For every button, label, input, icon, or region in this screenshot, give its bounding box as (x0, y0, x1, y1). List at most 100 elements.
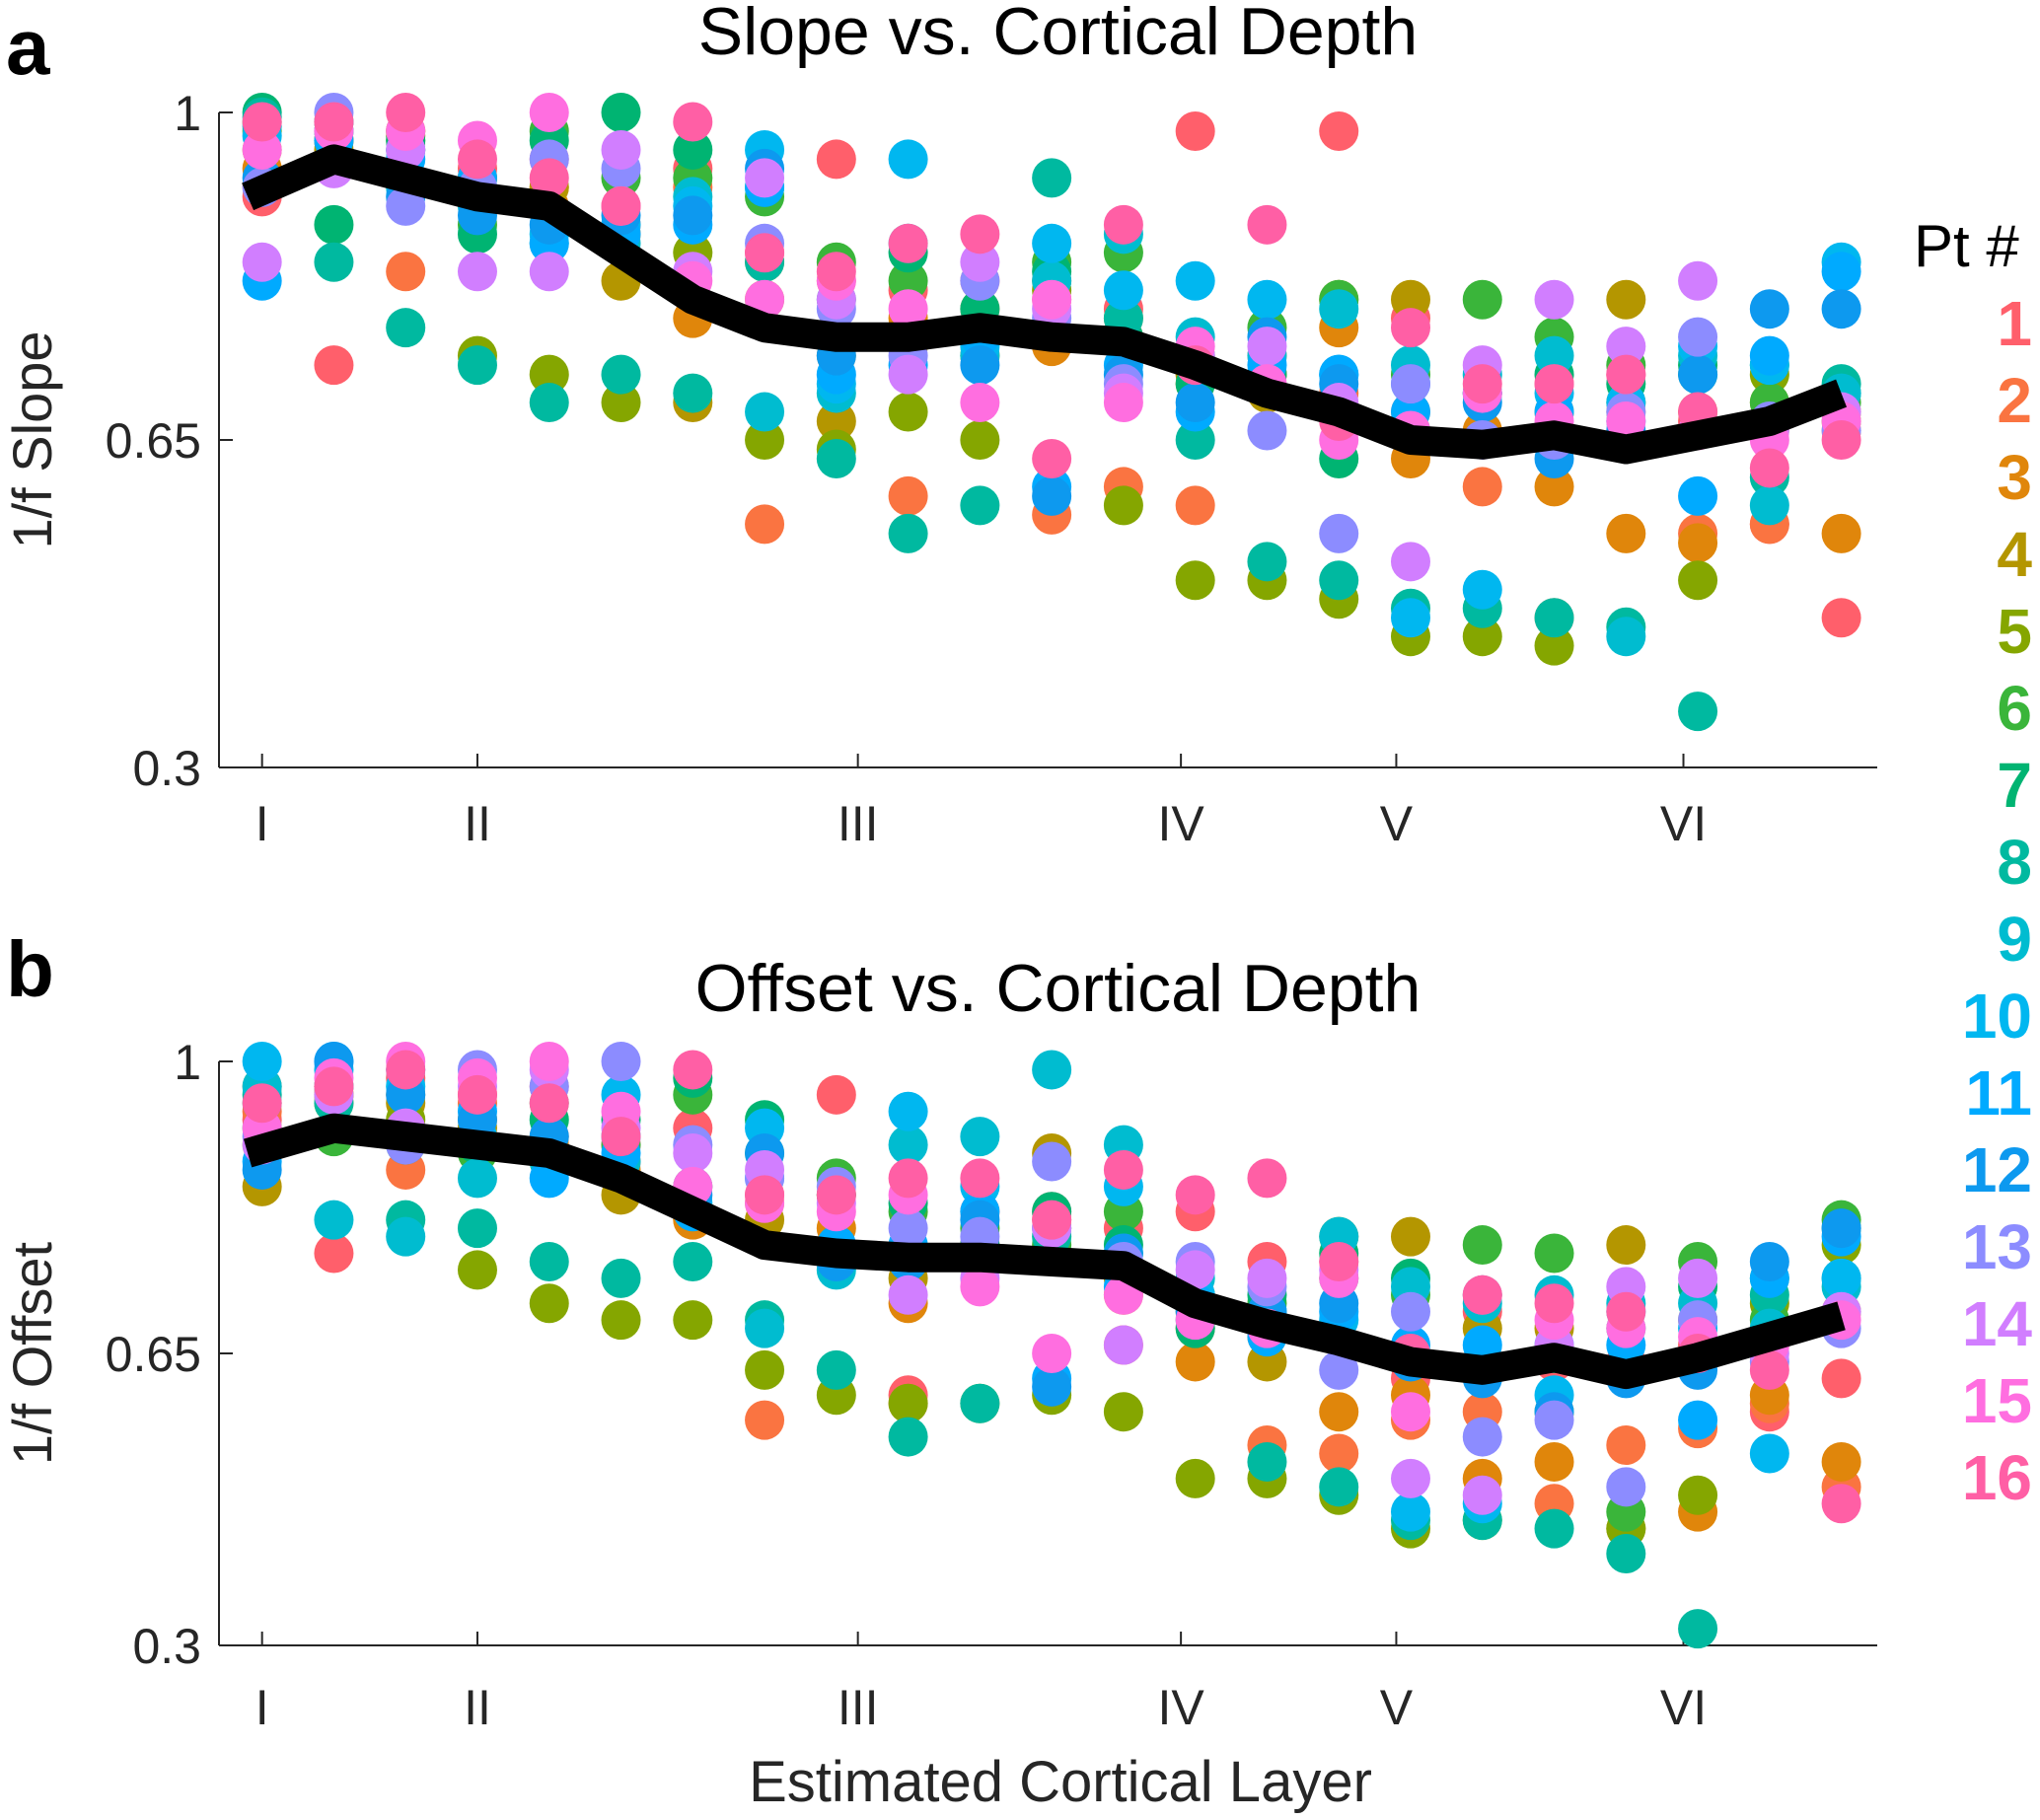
data-point (1821, 1484, 1861, 1524)
data-point (1606, 401, 1646, 442)
data-point (960, 242, 1000, 282)
data-point (1462, 364, 1502, 404)
data-point (1247, 327, 1287, 367)
data-point (1749, 289, 1789, 329)
data-point (1534, 335, 1574, 376)
data-point (1175, 1458, 1215, 1498)
data-point (1032, 1050, 1072, 1090)
data-point (673, 1241, 713, 1281)
data-point (960, 1158, 1000, 1199)
legend-entry: 8 (1997, 827, 2032, 898)
data-point (1606, 1425, 1646, 1466)
data-point (1390, 1392, 1430, 1432)
layer-tick-label: IV (1158, 796, 1205, 851)
data-point (745, 420, 785, 460)
data-point (745, 1400, 785, 1440)
data-point (1390, 598, 1430, 638)
data-point (1678, 1258, 1718, 1298)
legend-entry: 3 (1997, 442, 2032, 513)
data-point (1534, 598, 1574, 638)
y-axis-label: 1/f Slope (1, 330, 63, 548)
data-point (1462, 279, 1502, 320)
data-point (1247, 1158, 1287, 1199)
layer-tick-label: V (1380, 1680, 1414, 1735)
layer-tick-label: IV (1158, 1680, 1205, 1735)
data-point (1319, 513, 1359, 553)
data-point (314, 345, 354, 386)
data-point (457, 1158, 497, 1199)
data-point (888, 1158, 928, 1199)
mean-trend-line (243, 1113, 1846, 1390)
data-point (1606, 327, 1646, 367)
data-point (1678, 692, 1718, 732)
data-point (1175, 420, 1215, 460)
data-point (1175, 560, 1215, 601)
data-point (816, 1074, 856, 1115)
data-point (1175, 485, 1215, 526)
data-point (1319, 1467, 1359, 1507)
legend-entry: 15 (1962, 1365, 2032, 1436)
data-point (1390, 1492, 1430, 1532)
data-point (1678, 1609, 1718, 1649)
data-point (1032, 438, 1072, 478)
data-point (1032, 158, 1072, 198)
data-point (1749, 1241, 1789, 1281)
data-point (816, 252, 856, 292)
data-point (1678, 260, 1718, 301)
layer-tick-label: V (1380, 796, 1414, 851)
data-point (1534, 1441, 1574, 1482)
data-point (1534, 1233, 1574, 1274)
data-point (1032, 223, 1072, 263)
data-point (1390, 1291, 1430, 1332)
data-point (529, 1083, 569, 1124)
legend-entry: 12 (1962, 1134, 2032, 1205)
data-point (1319, 110, 1359, 151)
y-tick-label: 0.65 (106, 413, 201, 469)
data-point (673, 129, 713, 170)
data-point (1247, 204, 1287, 245)
data-point (1103, 204, 1143, 245)
data-point (601, 129, 641, 170)
data-point (529, 1042, 569, 1081)
data-point (888, 1208, 928, 1249)
data-point (673, 1133, 713, 1174)
data-point (1606, 354, 1646, 395)
data-point (1175, 110, 1215, 151)
data-point (888, 139, 928, 180)
data-point (816, 1175, 856, 1215)
data-point (457, 1074, 497, 1115)
data-point (1749, 335, 1789, 376)
data-point (601, 383, 641, 423)
data-point (1606, 1225, 1646, 1266)
data-point (1319, 1349, 1359, 1390)
legend-entry: 6 (1997, 673, 2032, 744)
data-point (1534, 625, 1574, 666)
data-point (888, 392, 928, 432)
legend-entry: 10 (1962, 981, 2032, 1052)
x-axis-label: Estimated Cortical Layer (749, 1750, 1372, 1814)
data-point (1032, 1200, 1072, 1240)
data-point (745, 1175, 785, 1215)
data-point (529, 158, 569, 198)
data-point (529, 383, 569, 423)
legend-entry: 14 (1962, 1288, 2033, 1359)
y-tick-label: 0.3 (132, 1619, 201, 1674)
data-point (1319, 1241, 1359, 1281)
data-point (1032, 1334, 1072, 1373)
data-point (242, 102, 282, 142)
y-tick-label: 0.65 (106, 1327, 201, 1382)
data-point (314, 102, 354, 142)
data-point (601, 1117, 641, 1157)
data-point (1821, 1358, 1861, 1399)
data-point (745, 392, 785, 432)
data-point (1821, 1258, 1861, 1298)
data-point (1534, 364, 1574, 404)
data-point (242, 1083, 282, 1124)
mean-trend-line (242, 144, 1848, 465)
data-point (1247, 542, 1287, 582)
data-point (1247, 410, 1287, 451)
layer-tick-label: III (838, 1680, 879, 1735)
